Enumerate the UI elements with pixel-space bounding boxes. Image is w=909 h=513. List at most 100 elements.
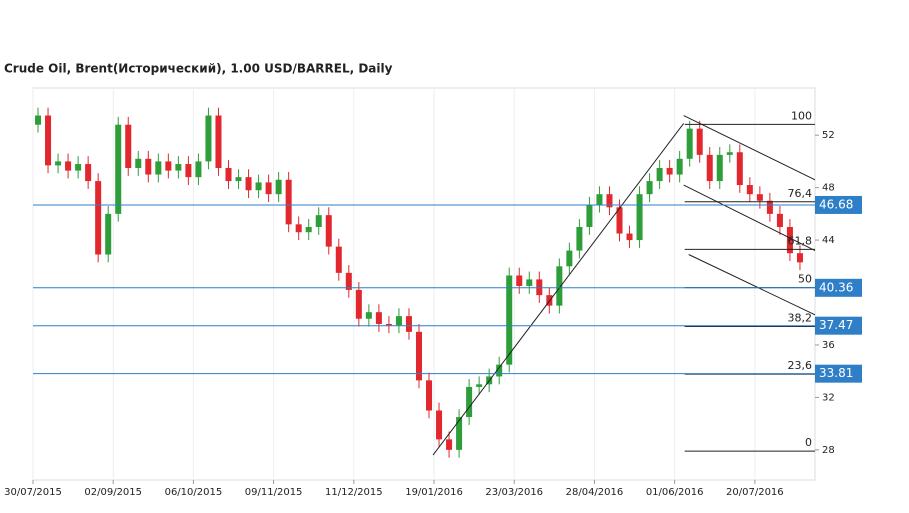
price-label: 33.81 bbox=[819, 366, 853, 380]
candle-body bbox=[506, 275, 513, 365]
candle-body bbox=[746, 185, 753, 195]
fib-label: 100 bbox=[791, 109, 812, 122]
candle-body bbox=[195, 161, 202, 178]
candle-body bbox=[556, 266, 563, 306]
candle-body bbox=[125, 124, 132, 168]
fib-label: 23,6 bbox=[788, 359, 813, 372]
candle-body bbox=[115, 124, 122, 214]
candle-body bbox=[155, 161, 162, 175]
candle-body bbox=[255, 182, 262, 191]
candle-body bbox=[275, 179, 282, 195]
candle-body bbox=[305, 226, 312, 233]
x-tick-label: 28/04/2016 bbox=[566, 487, 624, 498]
candle-body bbox=[476, 384, 483, 387]
fib-label: 50 bbox=[798, 273, 812, 286]
candle-body bbox=[365, 312, 372, 319]
candle-body bbox=[135, 158, 142, 168]
candle-body bbox=[736, 152, 743, 186]
candle-body bbox=[345, 272, 352, 290]
candle-body bbox=[55, 161, 62, 166]
candle-body bbox=[566, 250, 573, 267]
candle-body bbox=[375, 312, 382, 324]
candle-body bbox=[526, 279, 533, 286]
candle-body bbox=[676, 158, 683, 175]
candle-body bbox=[175, 164, 182, 171]
candle-body bbox=[616, 207, 623, 234]
candle-body bbox=[265, 182, 272, 195]
price-box bbox=[815, 316, 862, 335]
x-tick-label: 02/09/2015 bbox=[84, 487, 142, 498]
candle-body bbox=[315, 215, 322, 227]
candle-body bbox=[45, 115, 52, 166]
candle-body bbox=[436, 410, 443, 440]
candle-body bbox=[335, 246, 342, 273]
candle-body bbox=[426, 380, 433, 411]
trend-line bbox=[683, 184, 816, 252]
trend-line bbox=[432, 123, 685, 456]
candle-body bbox=[65, 161, 72, 171]
candle-body bbox=[766, 200, 773, 214]
chart-title: Crude Oil, Brent(Исторический), 1.00 USD… bbox=[4, 62, 393, 76]
candle-body bbox=[576, 226, 583, 251]
y-tick-label: 28 bbox=[822, 445, 835, 456]
candle-body bbox=[466, 386, 473, 418]
candle-body bbox=[686, 128, 693, 159]
candle-body bbox=[95, 181, 102, 255]
candle-body bbox=[606, 194, 613, 208]
candle-body bbox=[646, 181, 653, 195]
fib-label: 61,8 bbox=[788, 234, 813, 247]
candle-body bbox=[325, 215, 332, 247]
price-box bbox=[815, 195, 862, 214]
candle-body bbox=[626, 233, 633, 241]
candle-body bbox=[395, 316, 402, 326]
candle-body bbox=[536, 279, 543, 296]
candle-body bbox=[385, 323, 392, 326]
candle-body bbox=[666, 167, 673, 175]
candle-body bbox=[165, 161, 172, 171]
price-label: 40.36 bbox=[819, 280, 853, 294]
y-tick-label: 36 bbox=[822, 340, 835, 351]
candle-body bbox=[215, 115, 222, 168]
y-tick-label: 44 bbox=[822, 235, 835, 246]
fib-label: 76,4 bbox=[788, 187, 813, 200]
x-tick-label: 30/07/2015 bbox=[4, 487, 62, 498]
candle-body bbox=[415, 331, 422, 381]
candle-body bbox=[456, 417, 463, 450]
x-tick-label: 01/06/2016 bbox=[646, 487, 704, 498]
candle-body bbox=[706, 154, 713, 182]
candle-body bbox=[75, 164, 82, 171]
candle-body bbox=[235, 177, 242, 182]
x-tick-label: 06/10/2015 bbox=[165, 487, 223, 498]
candle-body bbox=[636, 194, 643, 241]
price-label: 46.68 bbox=[819, 197, 853, 211]
candle-body bbox=[446, 439, 453, 450]
candle-body bbox=[295, 224, 302, 233]
candle-body bbox=[245, 177, 252, 191]
candle-body bbox=[185, 164, 192, 178]
x-tick-label: 09/11/2015 bbox=[245, 487, 303, 498]
price-box bbox=[815, 278, 862, 297]
candle-body bbox=[726, 152, 733, 155]
candle-body bbox=[786, 226, 793, 254]
candle-body bbox=[145, 158, 152, 175]
fib-label: 38,2 bbox=[788, 311, 813, 324]
candle-body bbox=[796, 253, 803, 263]
candle-body bbox=[776, 213, 783, 227]
x-tick-label: 19/01/2016 bbox=[405, 487, 463, 498]
price-box bbox=[815, 364, 862, 383]
candle-body bbox=[596, 194, 603, 205]
x-tick-label: 11/12/2015 bbox=[325, 487, 383, 498]
price-label: 37.47 bbox=[819, 318, 853, 332]
candle-body bbox=[225, 167, 232, 182]
y-tick-label: 32 bbox=[822, 392, 835, 403]
trend-line bbox=[683, 115, 816, 181]
candle-body bbox=[205, 115, 212, 162]
candle-body bbox=[85, 164, 92, 182]
candle-body bbox=[656, 167, 663, 182]
candle-body bbox=[586, 204, 593, 227]
x-tick-label: 20/07/2016 bbox=[726, 487, 784, 498]
candle-body bbox=[516, 275, 523, 286]
y-tick-label: 48 bbox=[822, 183, 835, 194]
